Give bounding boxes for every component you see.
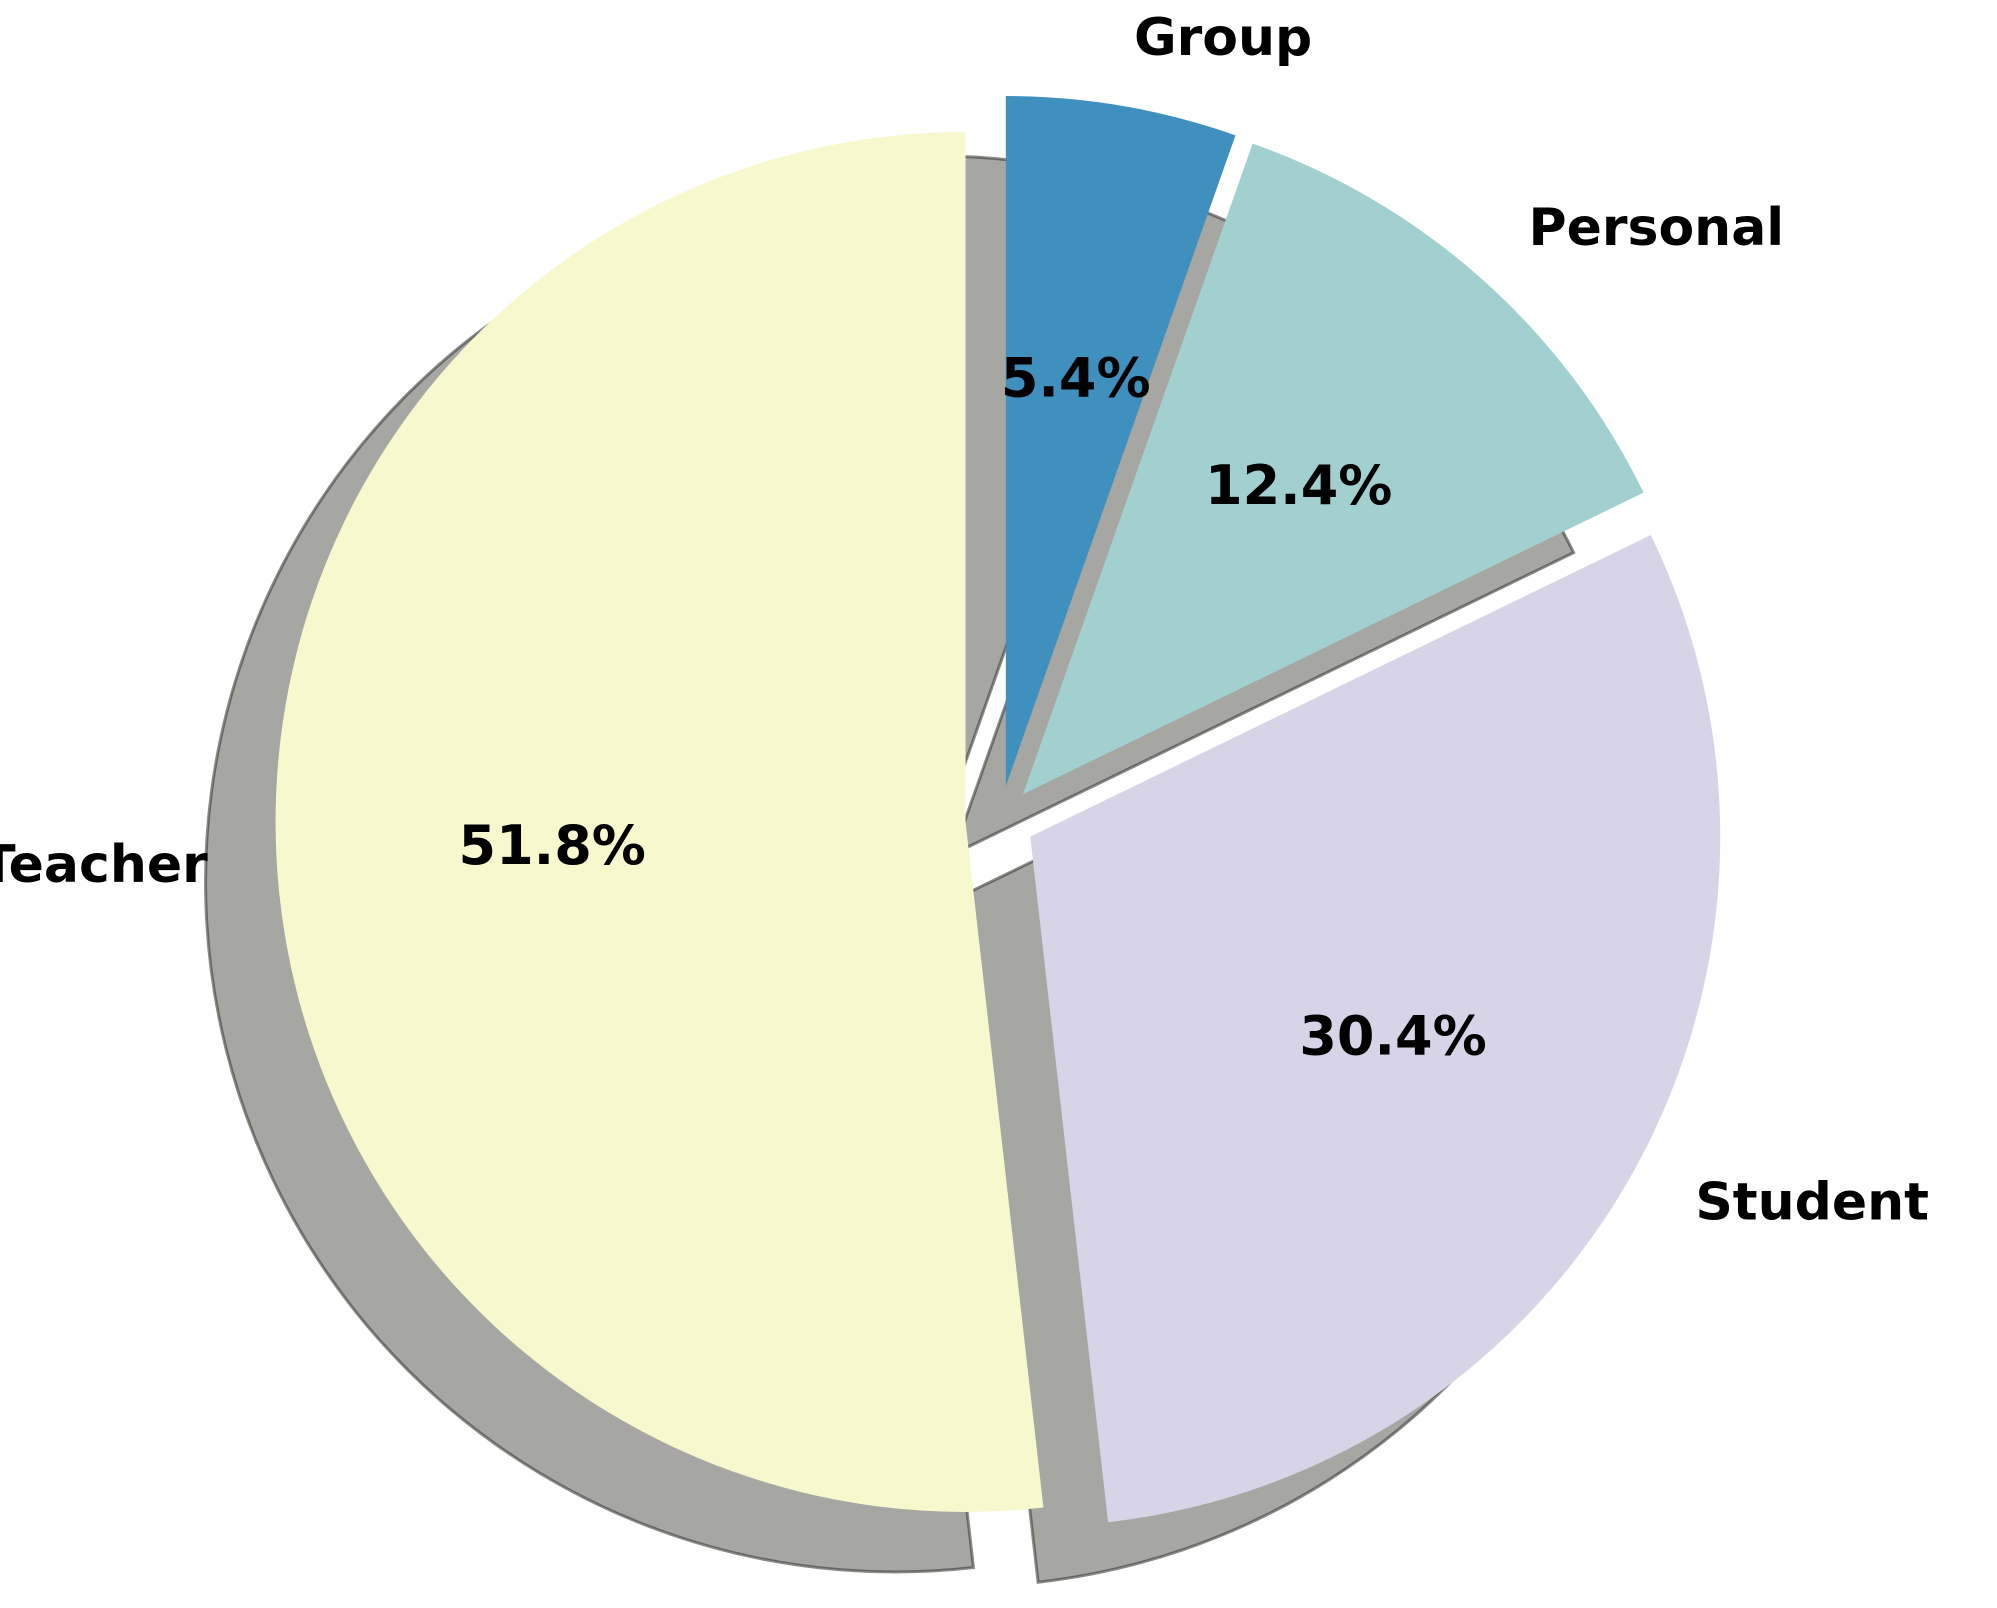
category-label-personal: Personal <box>1528 198 1784 258</box>
pie-labels: 51.8% Teacher 30.4% Student 12.4% Personal 5.4… <box>0 8 1929 1232</box>
pie-slices <box>275 95 1721 1523</box>
pct-label-group: 5.4% <box>1001 346 1151 409</box>
category-label-teacher: Teacher <box>0 835 208 895</box>
category-label-student: Student <box>1695 1172 1929 1232</box>
pie-slice-teacher <box>275 131 1044 1512</box>
pie-slice-student <box>1030 535 1721 1523</box>
pct-label-teacher: 51.8% <box>459 814 646 877</box>
pie-slice-personal <box>1022 143 1644 795</box>
pct-label-student: 30.4% <box>1299 1005 1486 1068</box>
pct-label-personal: 12.4% <box>1205 454 1392 517</box>
pie-slice-group <box>1005 95 1236 786</box>
category-label-group: Group <box>1134 8 1312 68</box>
